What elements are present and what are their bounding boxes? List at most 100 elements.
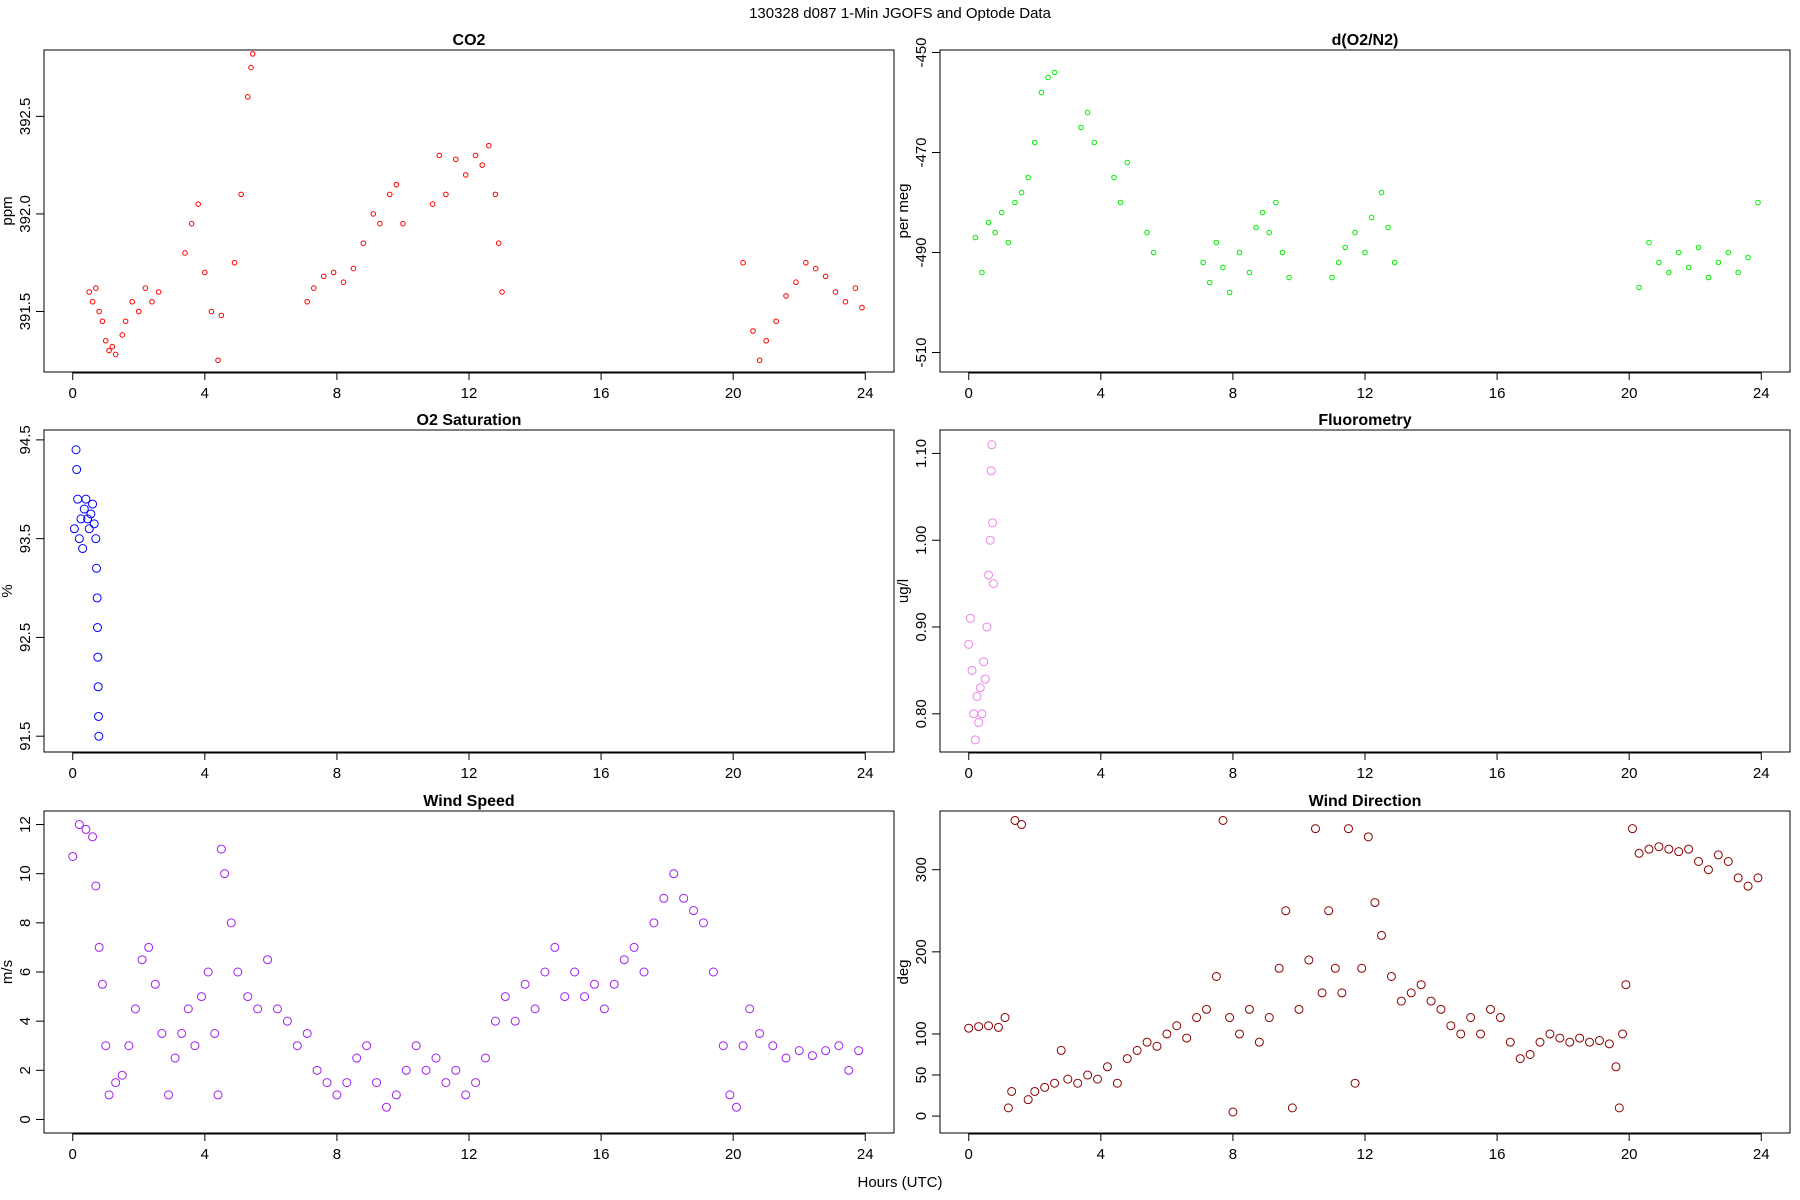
data-point [352,1053,362,1063]
data-point [1017,820,1027,830]
data-point [195,201,202,207]
data-point [1281,906,1291,916]
data-point [1304,955,1314,965]
data-point [104,1090,114,1100]
x-tick-label: 0 [69,385,77,402]
y-tick-label: 50 [913,1067,930,1084]
data-point [689,906,699,916]
data-point [272,1004,282,1014]
y-tick-label: 200 [913,939,930,964]
data-point [350,265,357,272]
data-point [1618,1029,1628,1039]
x-tick-label: 16 [593,1146,610,1163]
data-point [84,524,94,534]
data-point [142,285,149,291]
data-point [629,942,639,952]
panel: CO2 ppm 0 4 8 12 16 20 24 391.5 392.0 392.5 [0,32,895,402]
data-point [486,142,492,149]
y-tick-label: 0 [913,1112,930,1120]
panel-title: Wind Speed [423,793,514,810]
data-point [292,1041,302,1051]
x-axis-label: Hours (UTC) [858,1174,943,1191]
data-point [984,570,994,580]
data-point [967,665,977,675]
x-tick-label: 20 [1621,385,1638,402]
y-tick-label: 92.5 [17,623,34,652]
data-point [1675,249,1682,256]
data-point [1220,264,1226,271]
data-point [1144,229,1150,236]
data-point [94,731,104,741]
data-point [750,328,756,334]
data-point [93,682,103,692]
data-point [86,509,96,519]
data-point [94,942,104,952]
data-point [639,967,649,977]
data-point [88,832,98,842]
data-point [441,1078,451,1088]
data-point [500,992,510,1002]
data-point [451,1065,461,1075]
data-point [986,466,996,476]
x-tick-label: 8 [333,1146,341,1163]
data-point [177,1028,187,1038]
data-point [844,1065,854,1075]
data-point [1038,89,1045,96]
plot-frame [939,49,1791,373]
data-point [391,1090,401,1100]
panel: Fluorometry ug/l 0 4 8 12 16 20 24 0.80 0.90 1.00 1.… [895,412,1791,782]
data-point [1122,1054,1132,1064]
data-point [520,979,530,989]
y-axis-label: ppm [0,196,16,225]
data-point [993,1022,1003,1032]
x-tick-label: 0 [69,765,77,782]
panel: O2 Saturation% 0 4 8 12 16 20 24 91.5 92.5 93.5 94.… [0,412,895,782]
data-point [93,652,103,662]
data-point [988,579,998,589]
data-point [1112,1078,1122,1088]
data-point [998,209,1005,216]
y-axis-label: ug/l [895,579,912,603]
data-point [1594,1036,1604,1046]
data-point [530,1004,540,1014]
data-point [68,851,78,861]
data-point [1342,244,1348,251]
data-point [471,1078,481,1088]
data-point [218,312,225,319]
data-point [1611,1062,1621,1072]
data-point [1385,224,1391,231]
data-point [429,201,436,207]
data-point [342,1078,352,1088]
data-point [340,279,347,286]
data-point [93,285,99,291]
data-point [79,504,89,514]
figure-title: 130328 d087 1-Min JGOFS and Optode Data [749,5,1052,22]
data-point [1273,199,1279,206]
data-point [1253,224,1259,231]
data-point [1621,980,1631,990]
data-point [1391,259,1398,266]
data-point [472,152,479,159]
data-point [979,657,989,667]
x-tick-label: 16 [1489,765,1506,782]
data-point [756,357,763,364]
data-point [1050,1078,1060,1088]
data-point [1000,1013,1010,1023]
data-point [1192,1013,1202,1023]
y-tick-label: 0 [17,1115,34,1123]
data-point [129,298,135,305]
data-point [1743,881,1753,891]
x-tick-label: 20 [1621,1146,1638,1163]
data-point [330,269,337,276]
data-point [1476,1029,1486,1039]
data-point [731,1102,741,1112]
data-point [479,162,486,168]
plot-frame [43,429,895,753]
data-point [1056,1045,1066,1055]
y-tick-label: -510 [913,337,930,367]
y-axis-label: deg [895,959,912,984]
data-point [970,735,980,745]
y-tick-label: 8 [17,919,34,927]
data-point [381,1102,391,1112]
